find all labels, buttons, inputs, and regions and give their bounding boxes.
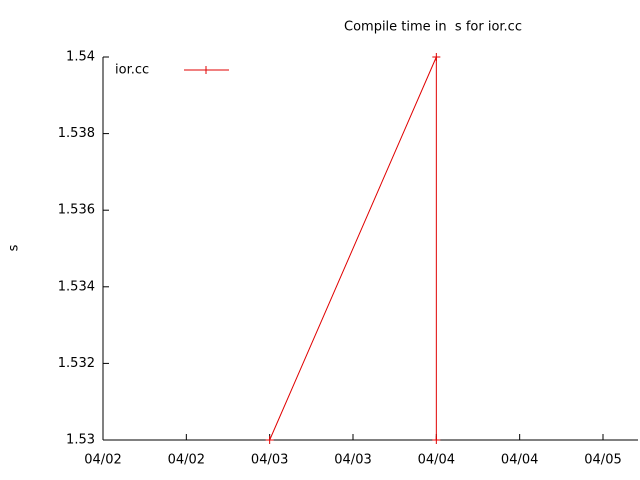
x-tick-label: 04/02: [84, 453, 121, 468]
y-tick-label: 1.536: [58, 203, 95, 218]
x-tick-label: 04/04: [501, 453, 538, 468]
point: [432, 53, 441, 61]
x-tick-label: 04/04: [418, 453, 455, 468]
y-tick-label: 1.532: [58, 356, 95, 371]
y-axis-label: s: [7, 244, 22, 251]
x-tick-label: 04/02: [168, 453, 205, 468]
x-tick-label: 04/03: [334, 453, 371, 468]
x-tick-label: 04/03: [251, 453, 288, 468]
y-tick-label: 1.538: [58, 126, 95, 141]
y-tick-label: 1.53: [66, 433, 95, 448]
y-tick-label: 1.534: [58, 279, 95, 294]
point: [265, 436, 274, 444]
x-tick-label: 04/05: [584, 453, 621, 468]
y-tick-label: 1.54: [66, 50, 95, 65]
legend-marker: [202, 66, 210, 74]
legend-label: ior.cc: [115, 63, 149, 78]
point: [432, 436, 441, 444]
chart-title: Compile time in s for ior.cc: [344, 20, 522, 35]
